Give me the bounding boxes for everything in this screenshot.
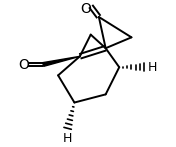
Text: H: H (148, 61, 157, 74)
Text: O: O (19, 57, 30, 71)
Text: H: H (63, 132, 72, 145)
Polygon shape (43, 56, 80, 66)
Text: O: O (80, 2, 91, 16)
